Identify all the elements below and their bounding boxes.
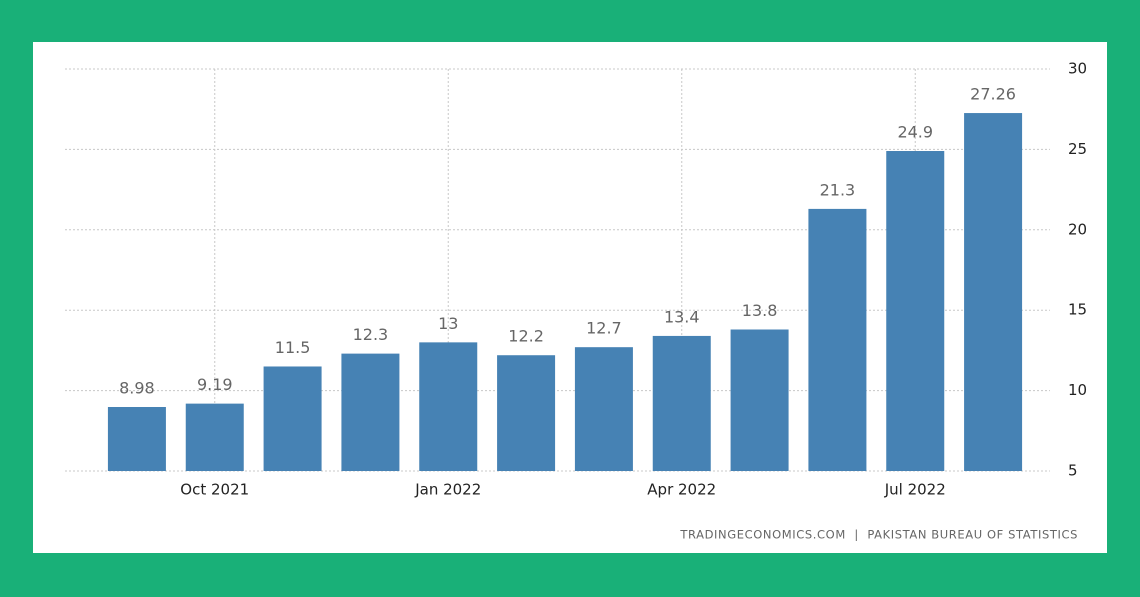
bar <box>185 403 244 471</box>
value-label: 9.19 <box>197 375 233 394</box>
value-label: 11.5 <box>275 338 311 357</box>
value-label: 12.7 <box>586 319 622 338</box>
value-label: 21.3 <box>820 180 856 199</box>
y-tick-label: 25 <box>1068 140 1087 158</box>
bar <box>574 347 633 471</box>
chart-panel <box>33 42 1107 553</box>
bar <box>497 355 556 471</box>
bar <box>652 335 711 471</box>
bar <box>419 342 478 471</box>
bar <box>107 407 166 471</box>
value-label: 8.98 <box>119 379 155 398</box>
bar <box>730 329 789 471</box>
value-label: 13.8 <box>742 301 778 320</box>
value-label: 13 <box>438 314 458 333</box>
value-label: 12.2 <box>508 327 544 346</box>
x-tick-label: Jan 2022 <box>414 481 481 499</box>
x-tick-label: Jul 2022 <box>884 481 946 499</box>
y-tick-label: 30 <box>1068 60 1087 78</box>
bar <box>964 113 1023 471</box>
y-tick-label: 10 <box>1068 381 1087 399</box>
x-tick-label: Oct 2021 <box>180 481 249 499</box>
source: TRADINGECONOMICS.COM | PAKISTAN BUREAU O… <box>679 528 1078 542</box>
x-tick-label: Apr 2022 <box>647 481 716 499</box>
value-label: 12.3 <box>353 325 389 344</box>
y-tick-label: 15 <box>1068 301 1087 319</box>
bar <box>341 353 400 471</box>
y-tick-label: 20 <box>1068 220 1087 238</box>
y-tick-label: 5 <box>1068 462 1078 480</box>
bar <box>263 366 322 471</box>
value-label: 24.9 <box>897 123 933 142</box>
bar <box>886 151 945 471</box>
bar <box>808 208 867 471</box>
value-label: 13.4 <box>664 307 700 326</box>
value-label: 27.26 <box>970 85 1016 104</box>
